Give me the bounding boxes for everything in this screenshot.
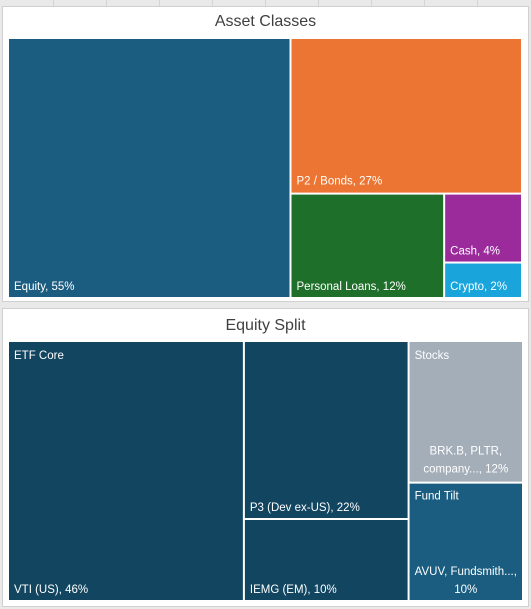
grid-column-line [159,0,160,8]
chart-title: Equity Split [225,317,306,334]
tile-cash[interactable] [445,194,521,262]
tile-personal-loans[interactable] [291,194,444,297]
tile-label-brk-b-pltr-company-line2: company..., 12% [423,464,508,476]
tile-label-p2-bonds: P2 / Bonds, 27% [297,176,383,188]
tile-p3-dev-ex-us[interactable] [244,342,408,518]
tile-vti-us[interactable] [9,342,243,600]
tile-label-avuv-fundsmith-line1: AVUV, Fundsmith..., [415,566,517,578]
tile-iemg-em[interactable] [244,520,408,600]
grid-column-line [318,0,319,8]
grid-column-line [53,0,54,8]
grid-column-line [477,0,478,8]
tile-label-cash: Cash, 4% [450,246,500,258]
grid-column-line [106,0,107,8]
tile-brk-b-pltr-company[interactable] [409,342,522,482]
group-label-fund-tilt: Fund Tilt [415,491,460,503]
grid-column-line [424,0,425,8]
group-label-etf-core: ETF Core [14,350,64,362]
tile-label-avuv-fundsmith-line2: 10% [454,584,477,596]
tile-label-vti-us: VTI (US), 46% [14,584,88,596]
tile-label-iemg-em: IEMG (EM), 10% [250,584,337,596]
tile-label-crypto: Crypto, 2% [450,281,507,293]
tile-p2-bonds[interactable] [291,39,522,193]
grid-column-line [371,0,372,8]
tile-label-personal-loans: Personal Loans, 12% [297,281,406,293]
tile-avuv-fundsmith[interactable] [409,483,522,600]
tile-crypto[interactable] [445,263,521,297]
tile-label-brk-b-pltr-company-line1: BRK.B, PLTR, [429,446,502,458]
grid-column-line [265,0,266,8]
tile-equity[interactable] [9,39,290,297]
chart-title: Asset Classes [214,13,317,30]
group-label-stocks: Stocks [415,350,450,362]
tile-label-p3-dev-ex-us: P3 (Dev ex-US), 22% [250,502,360,514]
grid-column-line [212,0,213,8]
tile-label-equity: Equity, 55% [14,281,75,293]
